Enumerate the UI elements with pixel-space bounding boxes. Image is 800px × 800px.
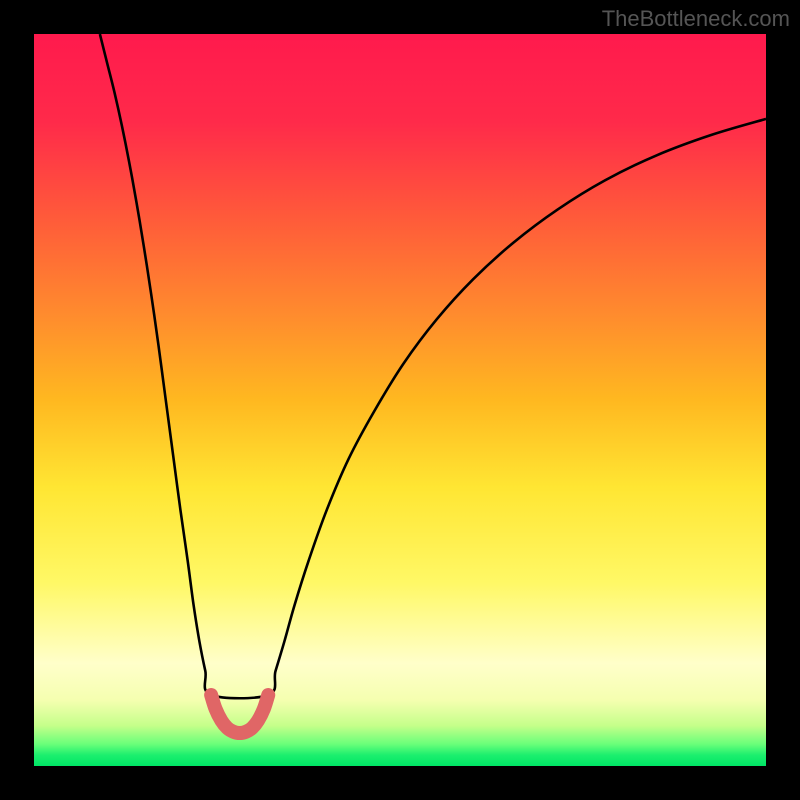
v-curve [100, 34, 766, 698]
chart-stage: TheBottleneck.com [0, 0, 800, 800]
watermark-text: TheBottleneck.com [602, 6, 790, 32]
curve-layer [34, 34, 766, 766]
plot-area [34, 34, 766, 766]
valley-u-stroke [211, 695, 268, 733]
